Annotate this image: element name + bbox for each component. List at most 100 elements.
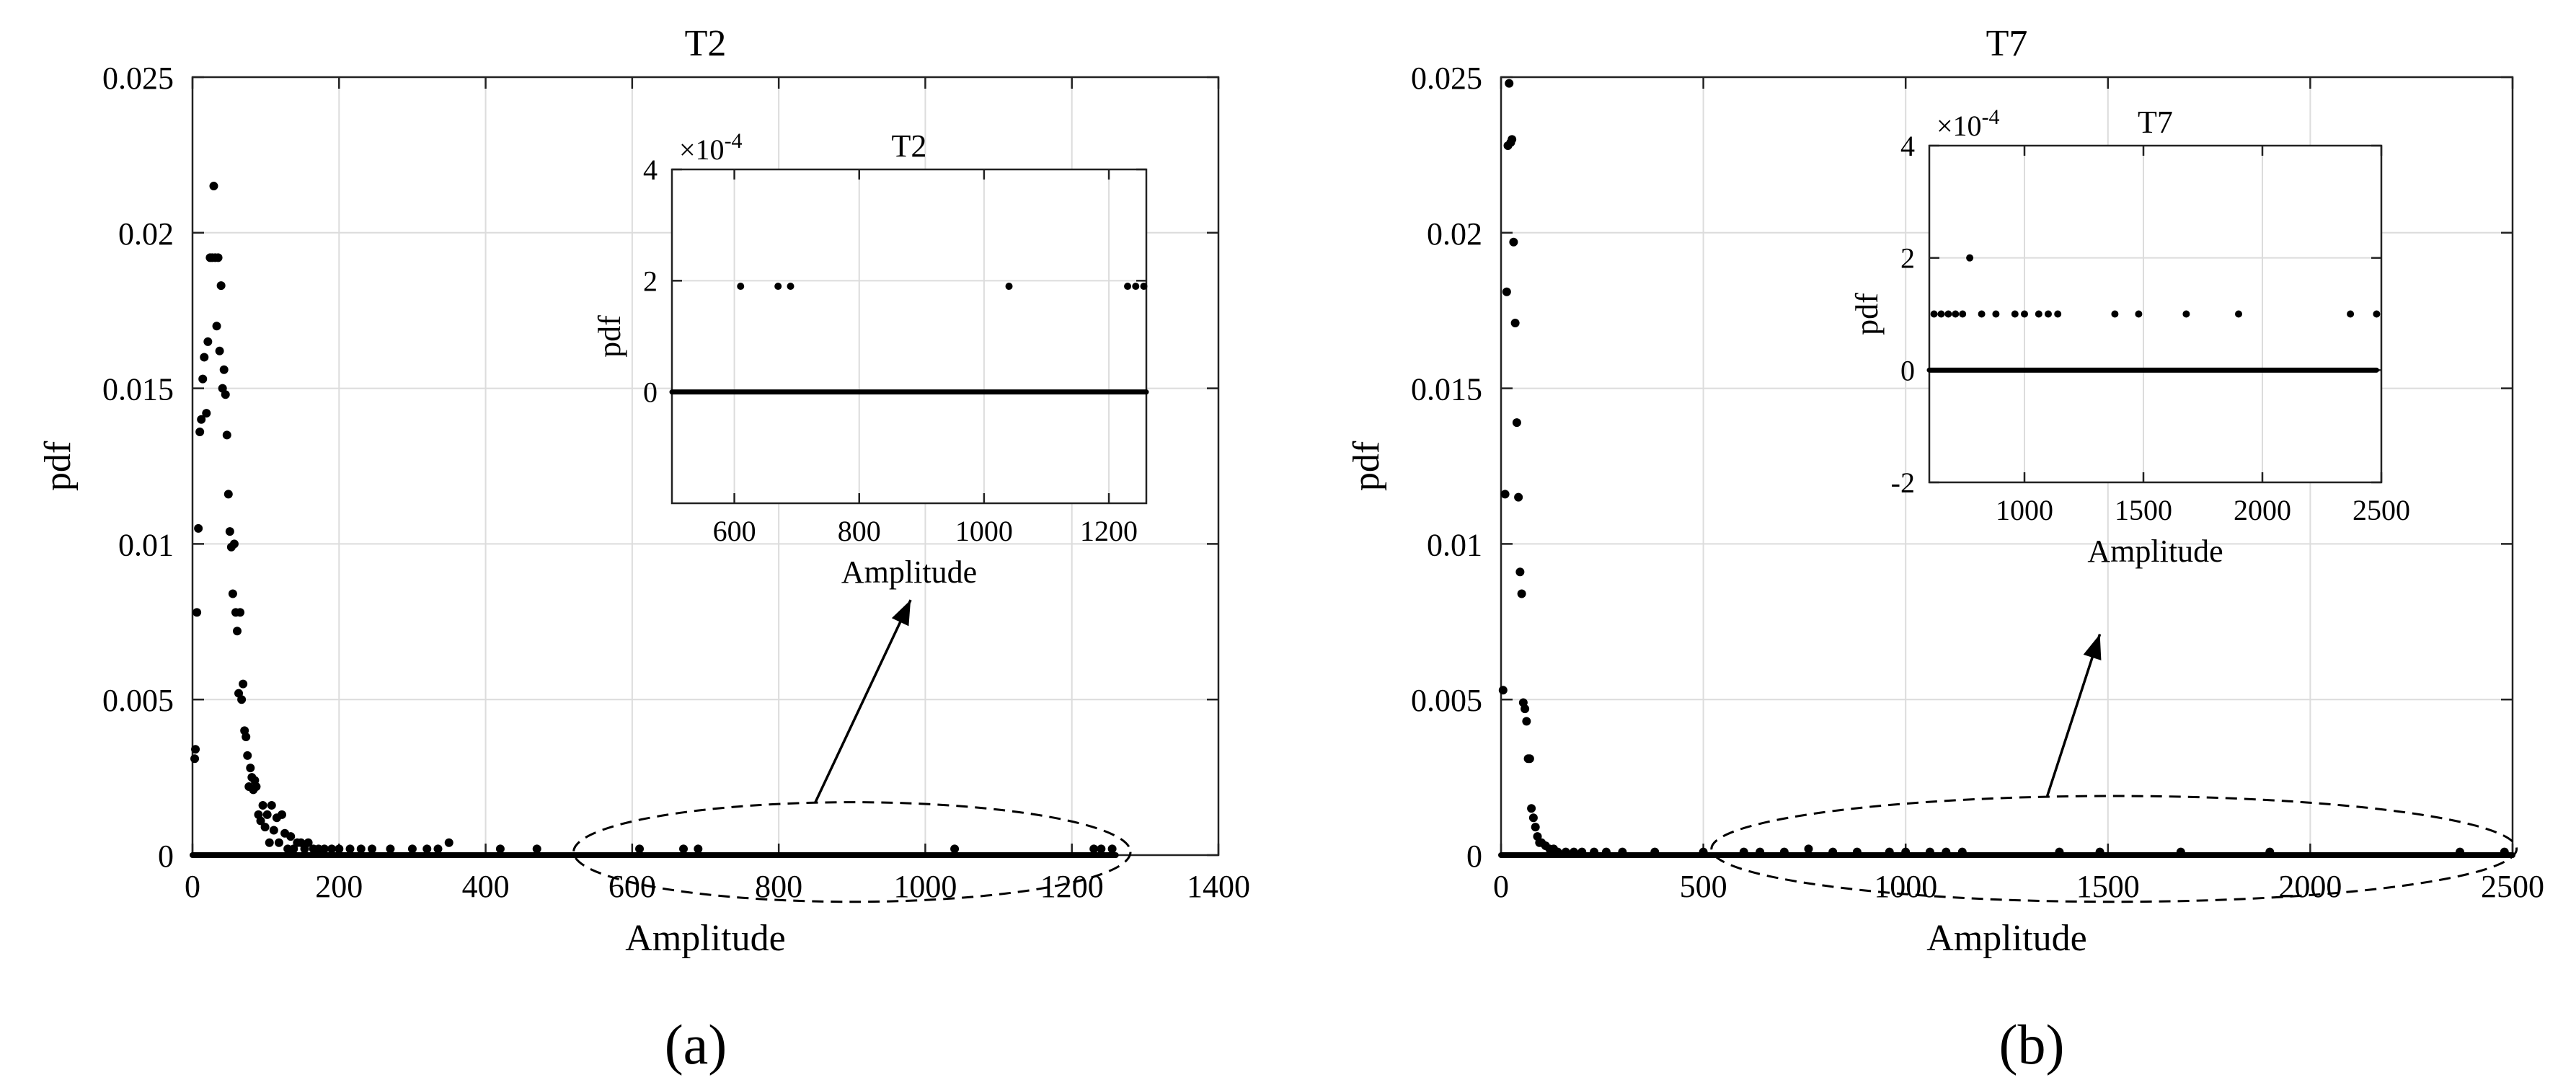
data-point [1577, 847, 1587, 857]
data-point [386, 844, 395, 854]
data-point [1957, 847, 1967, 857]
y-tick-label: 0.015 [102, 372, 174, 407]
inset-background [672, 169, 1146, 503]
inset-background [1929, 146, 2381, 482]
data-point [289, 844, 298, 854]
y-tick-label: 0.01 [1427, 527, 1482, 562]
data-point [242, 732, 251, 741]
data-point [236, 608, 245, 617]
data-point [191, 745, 200, 754]
inset-data-point [2182, 310, 2190, 318]
data-point [1852, 847, 1862, 857]
data-point [1107, 844, 1117, 854]
data-point [1505, 79, 1514, 88]
data-point [407, 844, 417, 854]
data-point [219, 365, 229, 374]
data-point [327, 844, 337, 854]
inset-exponent-power: -4 [725, 129, 743, 153]
data-point [368, 844, 377, 854]
inset-data-point [1944, 310, 1952, 318]
inset-y-tick-label: 2 [1900, 242, 1915, 275]
data-point [300, 844, 309, 854]
data-point [1508, 135, 1517, 144]
data-point [495, 844, 505, 854]
data-point [1089, 844, 1099, 854]
x-tick-label: 2500 [2481, 869, 2544, 904]
data-point [209, 182, 218, 191]
data-point [1570, 847, 1579, 857]
inset-data-point [2021, 310, 2028, 318]
zoom-arrow-head [891, 600, 911, 627]
data-point [1901, 847, 1911, 857]
data-point [422, 844, 432, 854]
panel-label-b: (b) [1999, 1013, 2065, 1076]
panel-label-a: (a) [665, 1013, 727, 1076]
inset-y-tick-label: 0 [643, 376, 658, 409]
data-point [319, 844, 329, 854]
inset-x-tick-label: 1200 [1080, 515, 1138, 547]
x-tick-label: 400 [462, 869, 510, 904]
inset-data-point [2035, 310, 2042, 318]
data-point [239, 679, 248, 689]
data-point [203, 337, 213, 346]
data-point [228, 589, 237, 598]
data-point [195, 428, 205, 437]
data-point [1502, 287, 1511, 296]
data-point [1521, 704, 1530, 714]
data-point [260, 823, 270, 832]
data-point [229, 539, 239, 549]
y-tick-label: 0.025 [102, 61, 174, 96]
data-point [1500, 490, 1510, 499]
data-point [212, 322, 221, 331]
data-point [1515, 567, 1525, 577]
data-point [216, 281, 226, 291]
x-tick-label: 200 [315, 869, 363, 904]
data-point [2176, 847, 2185, 857]
data-point [197, 415, 206, 424]
inset-data-point [1966, 254, 1974, 262]
x-tick-label: 1200 [1040, 869, 1104, 904]
data-point [296, 838, 306, 847]
inset-chart-title: T2 [892, 128, 927, 164]
inset-y-axis-label: pdf [1849, 293, 1885, 335]
data-point [225, 527, 234, 536]
data-point [1699, 847, 1708, 857]
y-tick-label: 0 [158, 839, 174, 874]
data-point [200, 353, 209, 362]
data-point [679, 844, 689, 854]
data-point [194, 523, 203, 533]
data-point [356, 844, 366, 854]
data-point [258, 800, 267, 810]
panel-a: 0 200 400 600 800 1000 1200 1400 0 0.005 0.01 0.015… [37, 23, 1250, 959]
data-point [246, 764, 255, 773]
data-point [304, 838, 313, 847]
data-point [1510, 318, 1520, 327]
x-axis-label: Amplitude [1926, 918, 2086, 959]
data-point [221, 390, 230, 399]
data-point [1509, 237, 1518, 247]
data-point [1618, 847, 1627, 857]
data-point [262, 810, 272, 819]
data-point [2456, 847, 2465, 857]
inset-x-tick-label: 1000 [1996, 494, 2053, 526]
inset-data-point [1992, 310, 2000, 318]
y-tick-label: 0.025 [1411, 61, 1482, 96]
data-point [198, 374, 208, 384]
zoom-arrow-head [2083, 634, 2102, 660]
data-point [190, 754, 200, 764]
zoom-ellipse [572, 801, 1132, 903]
inset-data-point [2011, 310, 2019, 318]
inset-data-point [2045, 310, 2052, 318]
data-point [1828, 847, 1838, 857]
inset-data-point [787, 283, 795, 291]
inset-y-tick-label: 4 [643, 154, 658, 186]
data-point [265, 838, 274, 847]
data-point [223, 490, 233, 499]
inset-data-point [1952, 310, 1960, 318]
chart-title: T7 [1986, 23, 2028, 64]
inset-x-axis-label: Amplitude [2087, 534, 2223, 569]
data-point [213, 253, 223, 262]
inset-x-tick-label: 600 [713, 515, 756, 547]
zoom-arrow [814, 599, 912, 803]
chart-title: T2 [685, 23, 727, 64]
